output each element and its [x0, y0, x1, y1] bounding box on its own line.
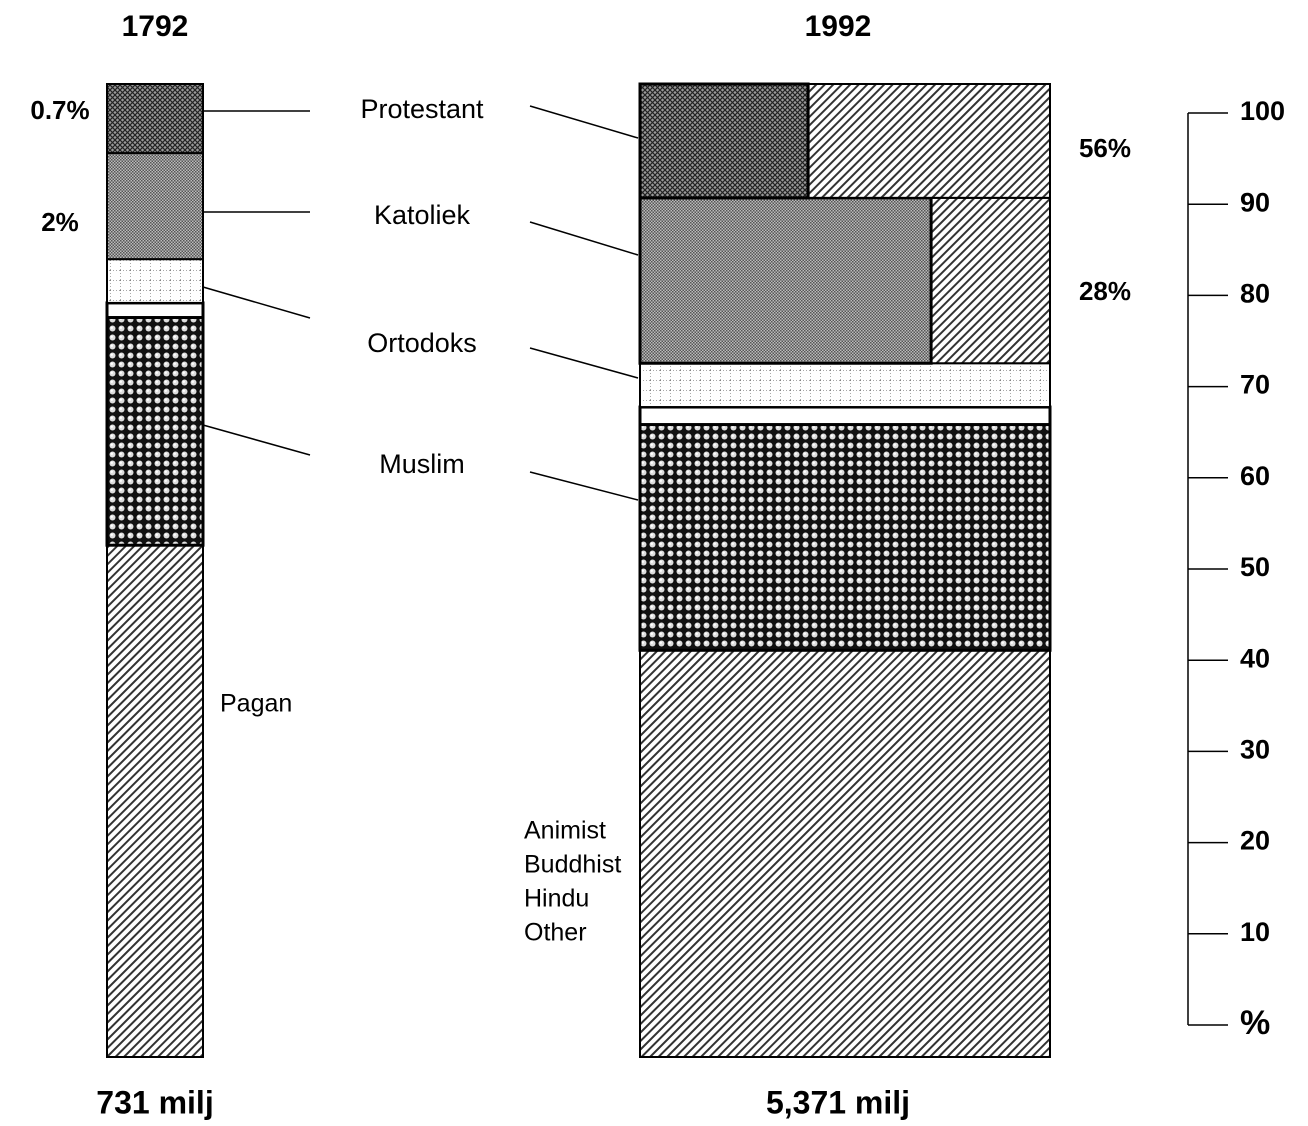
y-tick-label: 80 — [1240, 279, 1270, 309]
side-label: 28% — [1079, 276, 1131, 306]
segment — [638, 405, 1052, 427]
leader-line — [529, 471, 639, 501]
y-tick-label: 100 — [1240, 96, 1285, 126]
side-label: 2% — [41, 207, 79, 237]
side-label: 56% — [1079, 133, 1131, 163]
segment — [639, 362, 1051, 409]
y-tick-label: 70 — [1240, 370, 1270, 400]
y-tick-label: 10 — [1240, 917, 1270, 947]
y-tick-label: 40 — [1240, 643, 1270, 673]
segment — [639, 649, 1051, 1058]
y-tick-label: 30 — [1240, 735, 1270, 765]
y-tick-label: 60 — [1240, 461, 1270, 491]
segment — [106, 152, 204, 261]
bar-year: 1792 — [122, 10, 189, 43]
leader-line — [202, 424, 311, 456]
legend-label: Protestant — [360, 94, 484, 124]
leader-line — [529, 221, 639, 256]
legend-label: Katoliek — [374, 200, 471, 230]
segment-label: Pagan — [220, 690, 292, 718]
segment-label: Hindu — [524, 885, 589, 913]
bar-year: 1992 — [805, 10, 872, 43]
side-label: 0.7% — [30, 95, 89, 125]
y-tick-label: 20 — [1240, 826, 1270, 856]
segment — [638, 423, 1052, 652]
segment — [106, 544, 204, 1059]
segment-label: Other — [524, 919, 587, 947]
bar-total: 5,371 milj — [766, 1084, 910, 1120]
segment-shaded — [638, 196, 933, 365]
y-tick-label: 90 — [1240, 187, 1270, 217]
segment — [105, 301, 205, 320]
leader-line — [529, 105, 639, 139]
segment — [106, 83, 204, 155]
leader-line — [529, 347, 639, 379]
legend-label: Muslim — [379, 449, 465, 479]
segment — [106, 258, 204, 304]
segment — [105, 316, 205, 547]
legend-label: Ortodoks — [367, 328, 477, 358]
leader-line — [202, 286, 311, 319]
y-tick-label: % — [1240, 1004, 1270, 1042]
bar-total: 731 milj — [96, 1084, 213, 1120]
segment-shaded — [638, 82, 810, 200]
segment-label: Buddhist — [524, 851, 621, 879]
segment-label: Animist — [524, 817, 606, 845]
y-tick-label: 50 — [1240, 552, 1270, 582]
